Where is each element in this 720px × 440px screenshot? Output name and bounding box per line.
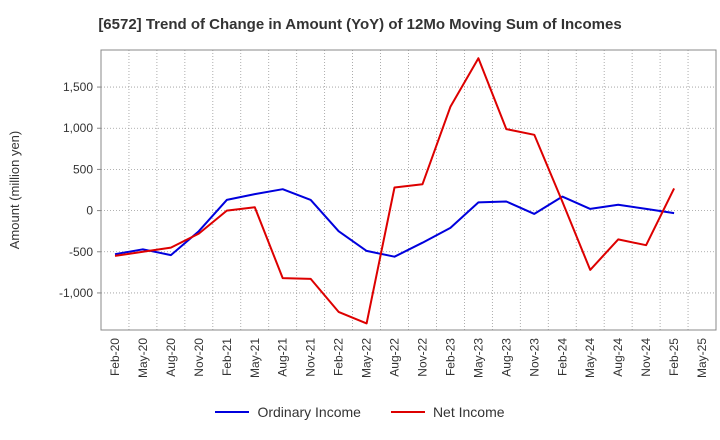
data-point-ordinary-income: [533, 213, 535, 215]
data-point-ordinary-income: [449, 227, 451, 229]
legend-label-net-income: Net Income: [432, 404, 505, 420]
data-point-net-income: [366, 322, 368, 324]
x-tick-label: Feb-20: [108, 338, 122, 376]
y-tick-label: -1,000: [59, 286, 93, 300]
data-point-net-income: [170, 247, 172, 249]
x-tick-label: May-23: [471, 338, 485, 378]
x-tick-label: Aug-22: [388, 338, 402, 377]
y-tick-label: 0: [86, 204, 93, 218]
x-tick-label: May-21: [248, 338, 262, 378]
data-point-net-income: [226, 210, 228, 212]
legend-item-ordinary-income: Ordinary Income: [215, 404, 361, 420]
data-point-net-income: [673, 187, 675, 189]
data-point-net-income: [645, 244, 647, 246]
data-point-ordinary-income: [366, 250, 368, 252]
data-point-net-income: [310, 278, 312, 280]
data-point-net-income: [561, 201, 563, 203]
x-tick-label: Nov-23: [527, 338, 541, 377]
x-tick-label: Nov-24: [639, 338, 653, 377]
data-point-ordinary-income: [170, 254, 172, 256]
data-point-ordinary-income: [617, 204, 619, 206]
data-point-net-income: [142, 251, 144, 253]
data-point-net-income: [617, 238, 619, 240]
data-point-ordinary-income: [394, 256, 396, 258]
x-tick-label: May-25: [695, 338, 709, 378]
data-point-net-income: [449, 106, 451, 108]
data-point-net-income: [338, 311, 340, 313]
data-point-net-income: [282, 277, 284, 279]
x-tick-label: Aug-23: [499, 338, 513, 377]
data-point-net-income: [477, 57, 479, 59]
x-tick-label: May-20: [136, 338, 150, 378]
series-line-net-income: [114, 57, 675, 325]
x-tick-label: Feb-23: [443, 338, 457, 376]
x-tick-label: Feb-24: [555, 338, 569, 376]
data-point-ordinary-income: [589, 208, 591, 210]
data-point-ordinary-income: [282, 188, 284, 190]
chart-title: [6572] Trend of Change in Amount (YoY) o…: [98, 16, 622, 33]
x-tick-label: Aug-20: [164, 338, 178, 377]
data-point-net-income: [533, 134, 535, 136]
data-point-net-income: [589, 269, 591, 271]
data-point-ordinary-income: [477, 201, 479, 203]
x-axis-ticks: Feb-20 May-20 Aug-20 Nov-20 Feb-21 May-21 Aug-…: [108, 338, 709, 378]
x-tick-label: May-24: [583, 338, 597, 378]
data-point-ordinary-income: [421, 242, 423, 244]
x-tick-label: Nov-20: [192, 338, 206, 377]
legend-swatch-net-income: [390, 411, 425, 413]
legend-item-net-income: Net Income: [390, 404, 505, 420]
legend-label-ordinary-income: Ordinary Income: [257, 404, 361, 420]
series-lines: [114, 57, 675, 325]
data-point-net-income: [505, 128, 507, 130]
y-axis-label: Amount (million yen): [7, 131, 22, 250]
series-line-ordinary-income: [114, 188, 675, 258]
y-tick-label: 1,000: [63, 121, 93, 135]
plot-area: [100, 49, 717, 331]
data-point-net-income: [114, 255, 116, 257]
data-point-ordinary-income: [142, 248, 144, 250]
x-tick-label: Feb-21: [220, 338, 234, 376]
x-tick-label: Nov-22: [415, 338, 429, 377]
legend-swatch-ordinary-income: [215, 411, 250, 413]
data-point-ordinary-income: [645, 208, 647, 210]
y-tick-label: -500: [69, 245, 93, 259]
data-point-net-income: [421, 183, 423, 185]
data-point-ordinary-income: [310, 199, 312, 201]
y-axis-ticks: -1,000 -500 0 500 1,000 1,500: [59, 80, 101, 300]
data-point-net-income: [198, 233, 200, 235]
y-tick-label: 500: [73, 162, 93, 176]
x-tick-label: May-22: [360, 338, 374, 378]
data-point-ordinary-income: [254, 193, 256, 195]
gridlines: [100, 50, 717, 330]
x-tick-label: Aug-24: [611, 338, 625, 377]
data-point-net-income: [394, 187, 396, 189]
y-tick-label: 1,500: [63, 80, 93, 94]
x-tick-label: Nov-21: [304, 338, 318, 377]
x-tick-label: Feb-22: [332, 338, 346, 376]
legend: Ordinary Income Net Income: [0, 404, 720, 420]
data-point-ordinary-income: [505, 201, 507, 203]
data-point-ordinary-income: [338, 230, 340, 232]
data-point-net-income: [254, 206, 256, 208]
data-point-ordinary-income: [673, 212, 675, 214]
x-tick-label: Feb-25: [667, 338, 681, 376]
x-tick-label: Aug-21: [276, 338, 290, 377]
data-point-ordinary-income: [226, 199, 228, 201]
